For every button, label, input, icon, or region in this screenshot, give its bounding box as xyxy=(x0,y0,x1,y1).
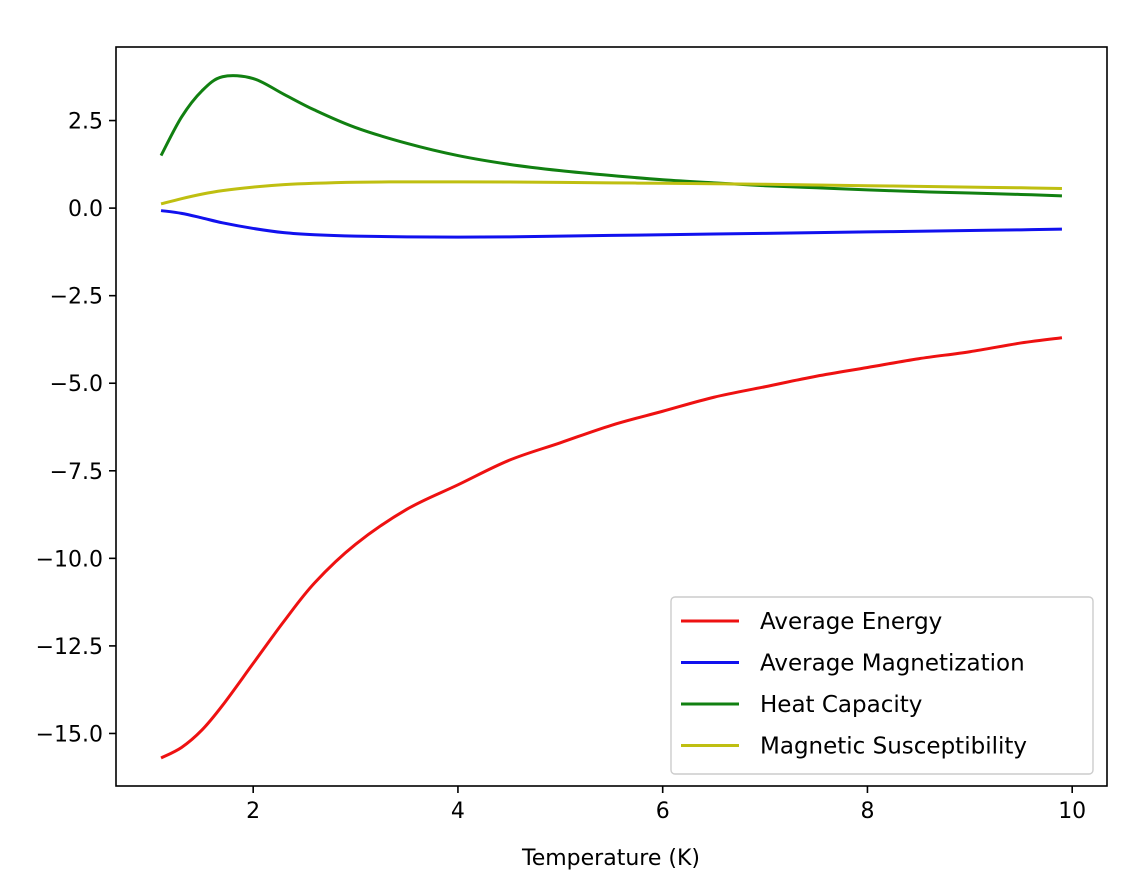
x-tick-label: 10 xyxy=(1058,799,1086,824)
legend-label: Heat Capacity xyxy=(760,692,922,718)
series-line-0 xyxy=(160,336,1063,760)
x-tick-label: 4 xyxy=(451,799,465,824)
legend-frame xyxy=(670,596,1094,775)
x-tick-label: 2 xyxy=(246,799,260,824)
legend-label: Average Magnetization xyxy=(760,651,1025,677)
series-line-3 xyxy=(160,180,1062,206)
x-tick-label: 6 xyxy=(656,799,670,824)
x-axis-title: Temperature (K) xyxy=(521,846,700,871)
y-axis: 2.5 0.0 −2.5 −5.0 −7.5 −10.0 −12.5 −15.0 xyxy=(36,110,116,747)
y-tick-label: −2.5 xyxy=(50,285,103,310)
plot-frame xyxy=(115,46,1108,787)
y-tick-label: 2.5 xyxy=(68,110,103,135)
series-layer xyxy=(159,74,1063,760)
legend-label: Average Energy xyxy=(760,609,942,635)
y-tick-label: −7.5 xyxy=(50,460,103,485)
y-tick-label: −12.5 xyxy=(36,635,103,660)
y-tick-label: −10.0 xyxy=(36,547,103,572)
y-tick-label: −15.0 xyxy=(36,722,103,747)
series-line-1 xyxy=(160,209,1062,239)
x-tick-label: 8 xyxy=(860,799,874,824)
y-tick-label: −5.0 xyxy=(50,372,103,397)
x-axis: 2 4 6 8 10 xyxy=(246,786,1086,824)
y-tick-label: 0.0 xyxy=(68,197,103,222)
legend-label: Magnetic Susceptibility xyxy=(760,734,1027,760)
series-line-2 xyxy=(159,74,1063,198)
legend: Average Energy Average Magnetization Heat … xyxy=(670,596,1094,775)
